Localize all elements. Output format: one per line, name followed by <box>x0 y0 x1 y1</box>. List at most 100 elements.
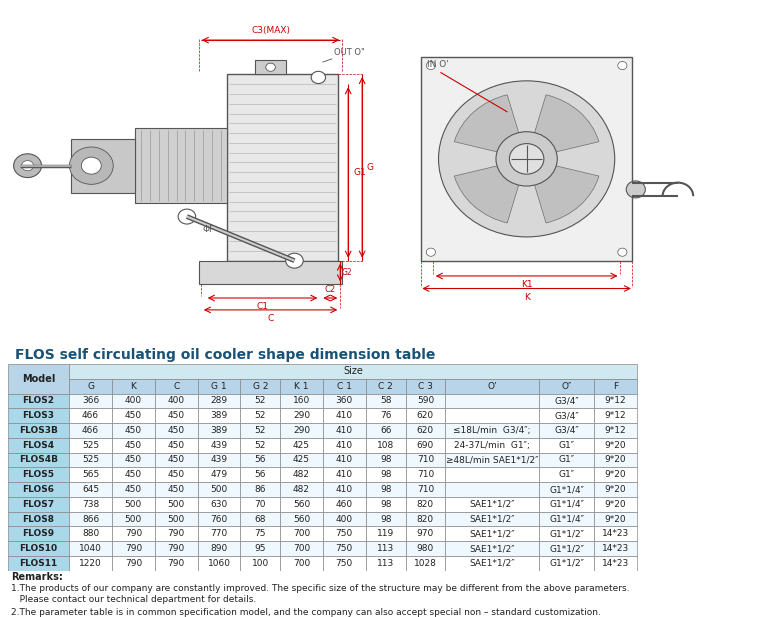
Text: FLOS10: FLOS10 <box>19 544 57 553</box>
Wedge shape <box>454 95 520 153</box>
Text: 700: 700 <box>293 559 310 568</box>
Text: 450: 450 <box>125 411 142 420</box>
Circle shape <box>14 154 41 178</box>
Bar <box>8 482 69 497</box>
Text: 560: 560 <box>293 500 310 509</box>
Text: 790: 790 <box>168 529 185 538</box>
Bar <box>198 394 241 408</box>
Text: FLOS11: FLOS11 <box>19 559 57 568</box>
Text: 710: 710 <box>417 485 434 494</box>
Bar <box>155 468 198 482</box>
Bar <box>69 526 112 541</box>
Text: 970: 970 <box>417 529 434 538</box>
Bar <box>69 408 112 423</box>
Text: 482: 482 <box>293 470 310 479</box>
Text: G1″: G1″ <box>558 470 574 479</box>
Text: ≤18L/min  G3/4″;: ≤18L/min G3/4″; <box>453 426 531 435</box>
Bar <box>155 497 198 511</box>
Text: 98: 98 <box>380 515 391 524</box>
Text: 66: 66 <box>380 426 391 435</box>
Text: 366: 366 <box>82 397 100 405</box>
Text: 450: 450 <box>168 455 185 465</box>
Bar <box>112 541 155 556</box>
Bar <box>594 482 637 497</box>
Text: 98: 98 <box>380 500 391 509</box>
Text: 500: 500 <box>125 515 142 524</box>
Text: 450: 450 <box>168 441 185 450</box>
Text: 98: 98 <box>380 455 391 465</box>
Text: 645: 645 <box>82 485 99 494</box>
Bar <box>112 511 155 526</box>
Text: 24-37L/min  G1″;: 24-37L/min G1″; <box>454 441 530 450</box>
Bar <box>280 497 323 511</box>
Bar <box>323 423 365 438</box>
Text: 620: 620 <box>417 411 434 420</box>
Text: 52: 52 <box>254 441 266 450</box>
Bar <box>280 438 323 453</box>
Text: 760: 760 <box>211 515 228 524</box>
Bar <box>594 438 637 453</box>
Bar <box>198 541 241 556</box>
Bar <box>69 394 112 408</box>
Text: 410: 410 <box>336 470 353 479</box>
Text: 690: 690 <box>417 441 434 450</box>
Text: G1*1/4″: G1*1/4″ <box>549 485 584 494</box>
Text: 56: 56 <box>254 455 266 465</box>
Text: 482: 482 <box>293 485 310 494</box>
Bar <box>241 438 280 453</box>
Bar <box>405 511 445 526</box>
Bar <box>594 556 637 571</box>
Text: 95: 95 <box>254 544 266 553</box>
Text: 1220: 1220 <box>79 559 102 568</box>
Circle shape <box>496 131 558 186</box>
Text: 410: 410 <box>336 411 353 420</box>
Bar <box>539 379 594 394</box>
Text: 450: 450 <box>168 426 185 435</box>
Bar <box>445 408 539 423</box>
Text: F: F <box>613 382 618 391</box>
Text: G3/4″: G3/4″ <box>554 397 579 405</box>
Text: 113: 113 <box>377 544 394 553</box>
Text: 770: 770 <box>211 529 228 538</box>
Text: 160: 160 <box>293 397 310 405</box>
Text: FLOS4B: FLOS4B <box>19 455 58 465</box>
Text: 700: 700 <box>293 529 310 538</box>
Bar <box>69 438 112 453</box>
Bar <box>155 556 198 571</box>
Text: 52: 52 <box>254 411 266 420</box>
Text: 9*12: 9*12 <box>604 426 626 435</box>
Text: 98: 98 <box>380 470 391 479</box>
Bar <box>445 423 539 438</box>
Text: 479: 479 <box>211 470 228 479</box>
Bar <box>539 394 594 408</box>
Text: 290: 290 <box>293 426 310 435</box>
Bar <box>365 541 405 556</box>
Bar <box>445 468 539 482</box>
Text: SAE1*1/2″: SAE1*1/2″ <box>470 544 515 553</box>
Bar <box>112 482 155 497</box>
Text: SAE1*1/2″: SAE1*1/2″ <box>470 559 515 568</box>
Text: 425: 425 <box>293 455 310 465</box>
Text: 450: 450 <box>168 485 185 494</box>
Text: 75: 75 <box>254 529 266 538</box>
Bar <box>594 453 637 468</box>
Text: 738: 738 <box>82 500 100 509</box>
Bar <box>280 468 323 482</box>
Circle shape <box>626 181 645 198</box>
Bar <box>8 423 69 438</box>
Bar <box>241 497 280 511</box>
Text: G1″: G1″ <box>558 441 574 450</box>
Text: 450: 450 <box>125 441 142 450</box>
Text: 790: 790 <box>168 544 185 553</box>
Text: 9*12: 9*12 <box>604 411 626 420</box>
Text: 500: 500 <box>168 500 185 509</box>
Bar <box>365 511 405 526</box>
Text: 439: 439 <box>211 441 228 450</box>
Bar <box>405 556 445 571</box>
Text: C2: C2 <box>325 285 336 294</box>
Bar <box>241 394 280 408</box>
Text: 439: 439 <box>211 455 228 465</box>
Bar <box>323 453 365 468</box>
Text: 9*20: 9*20 <box>604 455 626 465</box>
Bar <box>445 497 539 511</box>
